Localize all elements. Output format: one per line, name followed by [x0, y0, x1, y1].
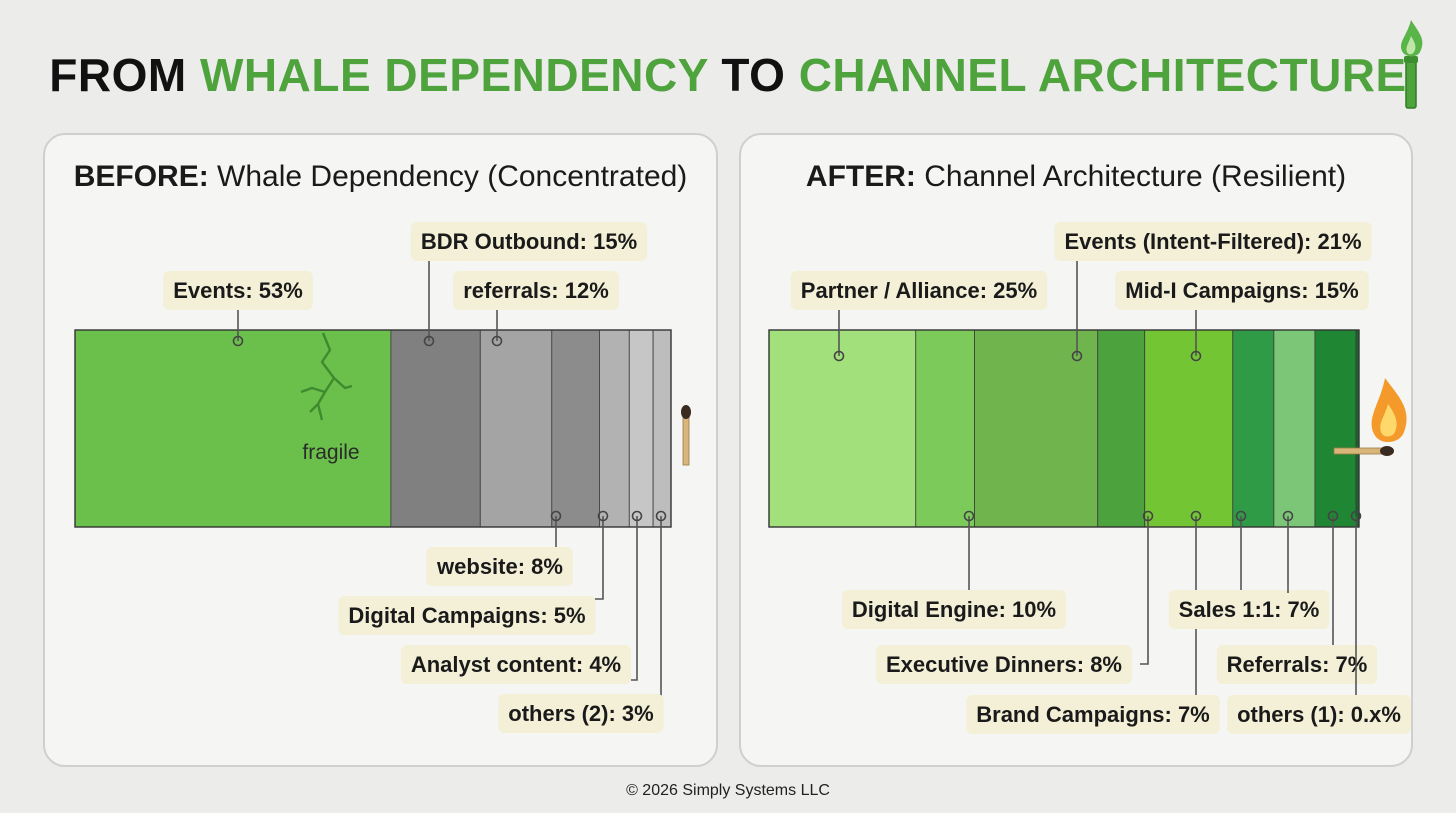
callout-dot — [1235, 510, 1247, 522]
callout-dot — [833, 350, 845, 362]
bar-segment-analyst-content-4 — [628, 329, 654, 528]
callout-dot — [1190, 510, 1202, 522]
bar-segment-digital-campaigns-5 — [599, 329, 630, 528]
data-label-others-2-3: others (2): 3% — [508, 701, 653, 726]
data-label-partner-alliance-25: Partner / Alliance: 25% — [801, 278, 1037, 303]
data-label-background — [400, 645, 632, 684]
before-panel-title: BEFORE: Whale Dependency (Concentrated) — [45, 160, 716, 194]
callout-dot — [1282, 510, 1294, 522]
data-label-events-53: Events: 53% — [173, 278, 303, 303]
data-label-background — [1115, 271, 1369, 310]
bar-outline — [768, 329, 1360, 528]
bar-segment-referrals-12 — [479, 329, 553, 528]
data-label-background — [163, 271, 313, 310]
match-head-icon — [681, 405, 691, 419]
bar-outline — [74, 329, 672, 528]
fragile-annotation: fragile — [302, 441, 359, 464]
data-label-background — [841, 590, 1067, 629]
data-label-background — [1216, 645, 1378, 684]
data-label-background — [453, 271, 619, 310]
match-stick-icon — [1333, 447, 1385, 455]
copyright-footer: © 2026 Simply Systems LLC — [626, 782, 830, 799]
callout-dot — [232, 335, 244, 347]
bar-segment-website-8 — [551, 329, 600, 528]
callout-dot — [597, 510, 609, 522]
after-title-rest: Channel Architecture (Resilient) — [915, 160, 1347, 193]
data-label-executive-dinners-8: Executive Dinners: 8% — [886, 652, 1122, 677]
data-label-mid-i-campaigns-15: Mid-I Campaigns: 15% — [1125, 278, 1358, 303]
bar-segment-others-2-3 — [652, 329, 672, 528]
callout-dot — [1142, 510, 1154, 522]
title-part-3: TO — [708, 49, 799, 101]
data-label-background — [1227, 695, 1411, 734]
bar-segment-executive-dinners-8 — [1097, 329, 1146, 528]
after-bar-chart: Partner / Alliance: 25% Digital Engine: 1… — [768, 222, 1411, 734]
callout-dot — [1350, 510, 1362, 522]
callout-dot — [1190, 350, 1202, 362]
after-panel-title: AFTER: Channel Architecture (Resilient) — [741, 160, 1411, 194]
data-label-others-1-0-x: others (1): 0.x% — [1237, 702, 1401, 727]
callout-dot — [1327, 510, 1339, 522]
data-label-brand-campaigns-7: Brand Campaigns: 7% — [976, 702, 1210, 727]
data-label-background — [876, 645, 1132, 684]
data-label-background — [498, 694, 664, 733]
before-bar-chart: Events: 53% BDR Outbound: 15% referrals: 1… — [74, 222, 691, 733]
callout-dot — [963, 510, 975, 522]
data-label-sales-1-1-7: Sales 1:1: 7% — [1179, 597, 1320, 622]
bar-segment-events-intent-filtered-21 — [974, 329, 1099, 528]
bar-segment-brand-campaigns-7 — [1232, 329, 1275, 528]
crack-icon — [300, 332, 353, 421]
data-label-background — [426, 547, 573, 586]
data-label-referrals-12: referrals: 12% — [463, 278, 609, 303]
callout-dot — [423, 335, 435, 347]
bar-segment-sales-1-1-7 — [1273, 329, 1316, 528]
callout-dot — [550, 510, 562, 522]
callout-dot — [1071, 350, 1083, 362]
page-title: FROM WHALE DEPENDENCY TO CHANNEL ARCHITE… — [0, 48, 1456, 102]
callout-dot — [655, 510, 667, 522]
after-title-bold: AFTER: — [805, 160, 916, 193]
bar-segment-events-53 — [74, 329, 392, 528]
data-label-analyst-content-4: Analyst content: 4% — [411, 652, 621, 677]
data-label-website-8: website: 8% — [436, 554, 563, 579]
bar-segment-digital-engine-10 — [915, 329, 975, 528]
data-label-background — [1168, 590, 1330, 629]
title-part-2: WHALE DEPENDENCY — [200, 49, 709, 101]
data-label-bdr-outbound-15: BDR Outbound: 15% — [421, 229, 637, 254]
bar-segment-mid-i-campaigns-15 — [1144, 329, 1234, 528]
before-title-rest: Whale Dependency (Concentrated) — [208, 160, 688, 193]
data-label-background — [790, 271, 1048, 310]
data-label-background — [410, 222, 648, 261]
bar-segment-bdr-outbound-15 — [390, 329, 481, 528]
data-label-background — [338, 596, 596, 635]
callout-line — [631, 516, 638, 681]
callout-dot — [631, 510, 643, 522]
bar-segment-partner-alliance-25 — [768, 329, 917, 528]
match-stick-icon — [682, 412, 690, 466]
flame-core-icon — [1380, 404, 1397, 437]
before-title-bold: BEFORE: — [73, 160, 209, 193]
bar-segment-referrals-7 — [1314, 329, 1357, 528]
callout-dot — [491, 335, 503, 347]
callout-line — [595, 516, 604, 600]
data-label-events-intent-filtered-21: Events (Intent-Filtered): 21% — [1064, 229, 1361, 254]
title-part-4: CHANNEL ARCHITECTURE — [798, 49, 1407, 101]
match-head-icon — [1380, 446, 1394, 456]
data-label-digital-engine-10: Digital Engine: 10% — [852, 597, 1056, 622]
title-part-1: FROM — [49, 49, 200, 101]
callout-line — [1140, 516, 1149, 665]
data-label-background — [1054, 222, 1372, 261]
data-label-digital-campaigns-5: Digital Campaigns: 5% — [348, 603, 585, 628]
data-label-background — [966, 695, 1220, 734]
data-label-referrals-7: Referrals: 7% — [1227, 652, 1368, 677]
